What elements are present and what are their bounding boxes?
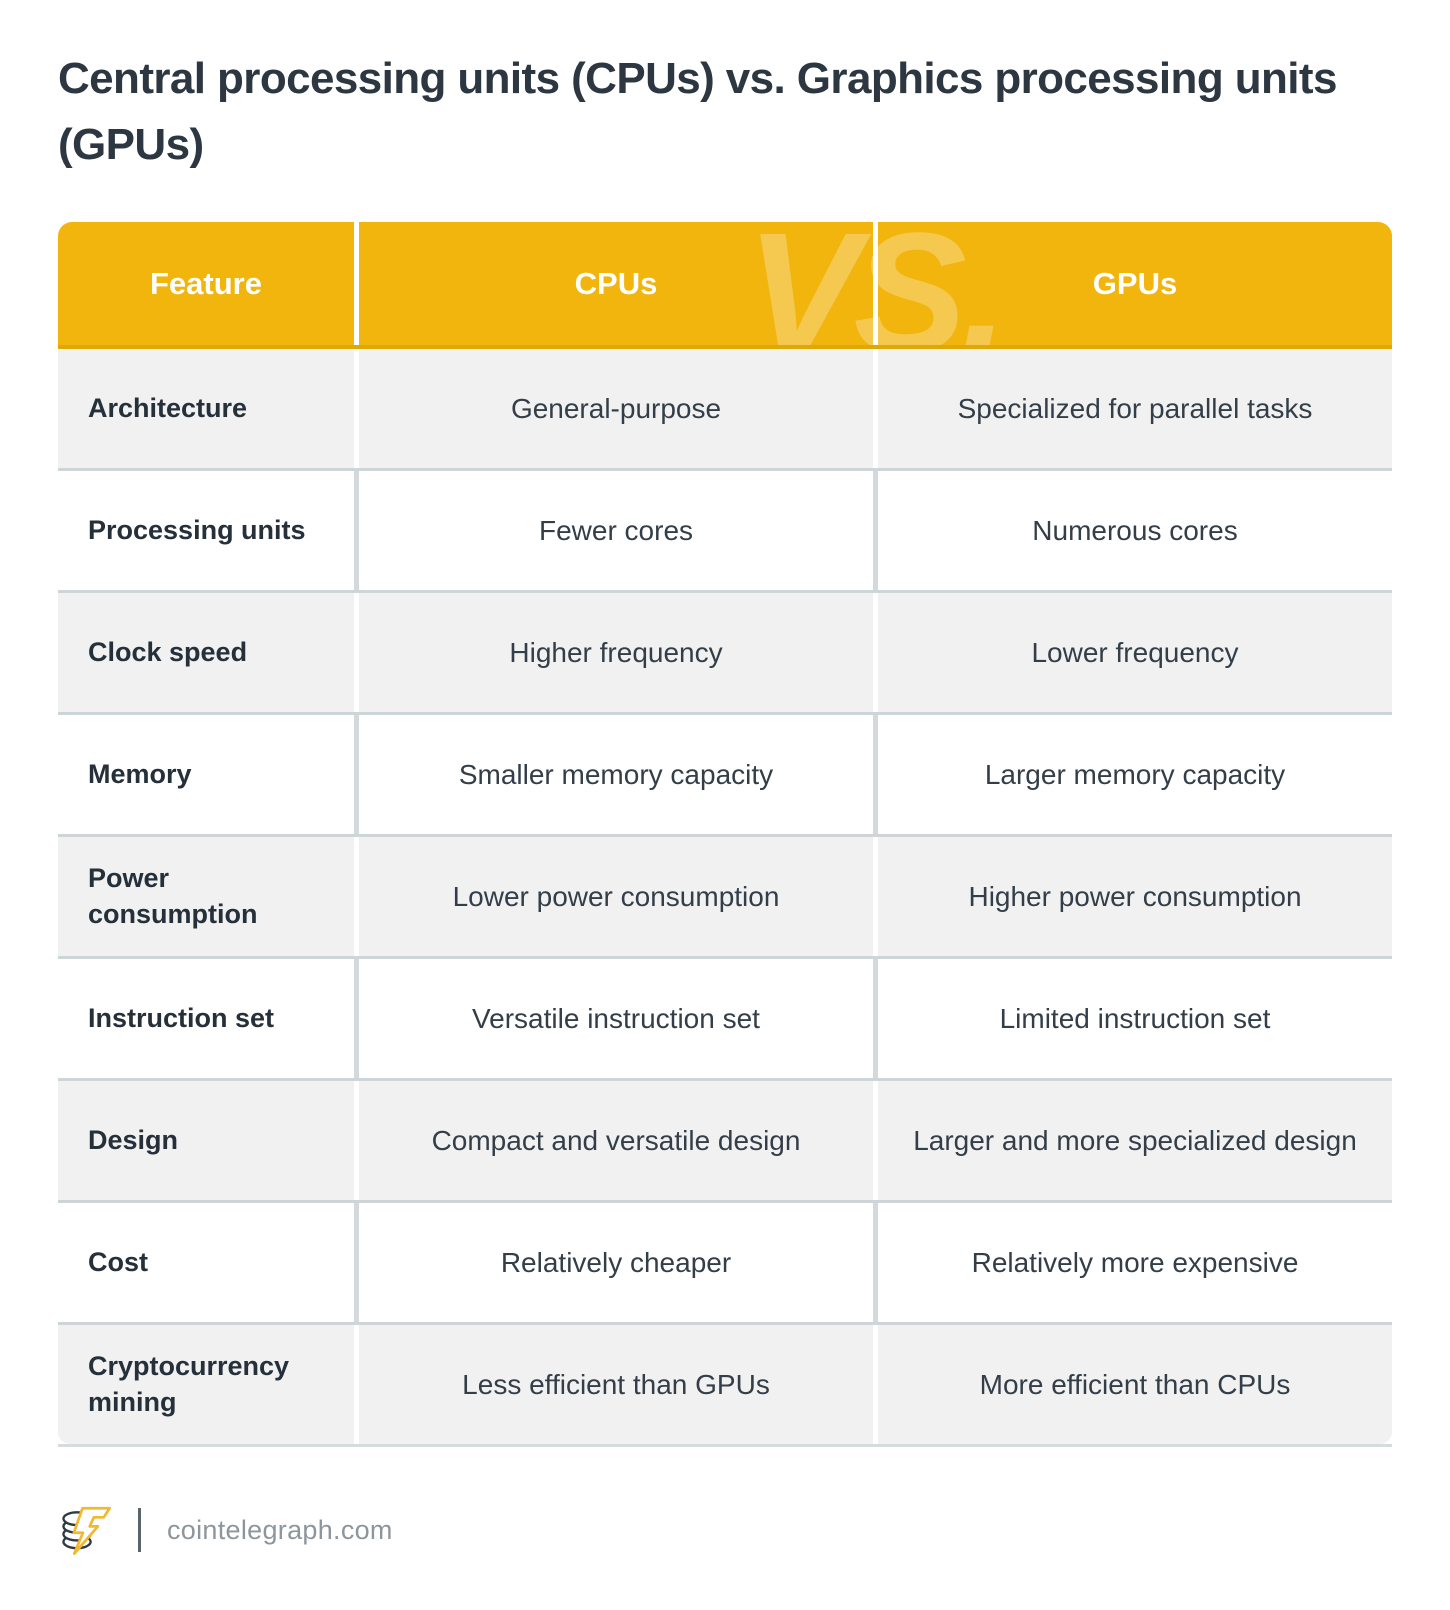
table-row: Memory Smaller memory capacity Larger me… (58, 712, 1392, 834)
table-row: Architecture General-purpose Specialized… (58, 349, 1392, 468)
feature-cell: Processing units (58, 471, 354, 590)
table-row: Cryptocurrency mining Less efficient tha… (58, 1322, 1392, 1447)
cpu-value-cell: Fewer cores (359, 471, 873, 590)
feature-cell: Cost (58, 1203, 354, 1322)
feature-cell: Power consumption (58, 837, 354, 956)
feature-cell: Instruction set (58, 959, 354, 1078)
footer-divider (138, 1508, 141, 1552)
gpu-value-cell: Relatively more expensive (878, 1203, 1392, 1322)
column-header-gpus: GPUs (1092, 265, 1178, 301)
table-row: Power consumption Lower power consumptio… (58, 834, 1392, 956)
gpu-value-cell: Specialized for parallel tasks (878, 349, 1392, 468)
cpu-value-cell: Compact and versatile design (359, 1081, 873, 1200)
cpu-value-cell: Lower power consumption (359, 837, 873, 956)
comparison-table: VS. Feature CPUs GPUs Architecture Gener… (58, 222, 1392, 1447)
gpu-value-cell: Limited instruction set (878, 959, 1392, 1078)
feature-cell: Clock speed (58, 593, 354, 712)
column-header-feature: Feature (150, 265, 262, 301)
gpu-value-cell: More efficient than CPUs (878, 1325, 1392, 1444)
table-row: Clock speed Higher frequency Lower frequ… (58, 590, 1392, 712)
cpu-value-cell: General-purpose (359, 349, 873, 468)
table-row: Cost Relatively cheaper Relatively more … (58, 1200, 1392, 1322)
cpu-value-cell: Less efficient than GPUs (359, 1325, 873, 1444)
table-row: Design Compact and versatile design Larg… (58, 1078, 1392, 1200)
column-divider (354, 222, 359, 345)
cpu-value-cell: Smaller memory capacity (359, 715, 873, 834)
column-divider (873, 222, 878, 345)
column-header-cpus: CPUs (574, 265, 658, 301)
cpu-value-cell: Versatile instruction set (359, 959, 873, 1078)
feature-cell: Architecture (58, 349, 354, 468)
table-row: Instruction set Versatile instruction se… (58, 956, 1392, 1078)
feature-cell: Design (58, 1081, 354, 1200)
gpu-value-cell: Numerous cores (878, 471, 1392, 590)
cpu-value-cell: Relatively cheaper (359, 1203, 873, 1322)
table-body: Architecture General-purpose Specialized… (58, 349, 1392, 1447)
gpu-value-cell: Higher power consumption (878, 837, 1392, 956)
gpu-value-cell: Larger and more specialized design (878, 1081, 1392, 1200)
page-title: Central processing units (CPUs) vs. Grap… (58, 54, 1337, 169)
table-row: Processing units Fewer cores Numerous co… (58, 468, 1392, 590)
cointelegraph-logo-icon (58, 1501, 116, 1559)
footer: cointelegraph.com (58, 1501, 1392, 1559)
feature-cell: Memory (58, 715, 354, 834)
feature-cell: Cryptocurrency mining (58, 1325, 354, 1444)
gpu-value-cell: Lower frequency (878, 593, 1392, 712)
gpu-value-cell: Larger memory capacity (878, 715, 1392, 834)
table-header-row: VS. Feature CPUs GPUs (58, 222, 1392, 349)
cpu-value-cell: Higher frequency (359, 593, 873, 712)
footer-site-link[interactable]: cointelegraph.com (167, 1514, 393, 1545)
